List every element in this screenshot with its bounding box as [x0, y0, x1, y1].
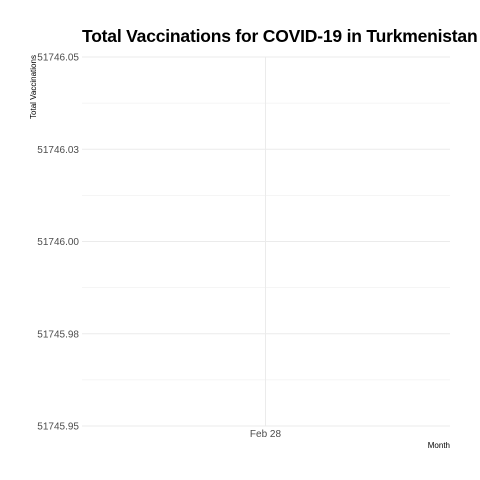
y-tick-label: 51746.03: [37, 145, 79, 156]
x-tick-labels: Feb 28: [250, 429, 282, 440]
y-tick-labels: 51745.95 51745.98 51746.00 51746.03 51746.05: [37, 53, 79, 433]
y-axis-title: Total Vaccinations: [29, 55, 38, 119]
y-tick-label: 51745.98: [37, 329, 79, 340]
grid-layer: [82, 56, 450, 427]
x-axis-title: Month: [428, 441, 450, 450]
y-tick-label: 51746.05: [37, 53, 79, 64]
y-tick-label: 51745.95: [37, 422, 79, 433]
x-tick-label: Feb 28: [250, 429, 282, 440]
y-tick-label: 51746.00: [37, 237, 79, 248]
chart-title: Total Vaccinations for COVID-19 in Turkm…: [82, 26, 478, 46]
